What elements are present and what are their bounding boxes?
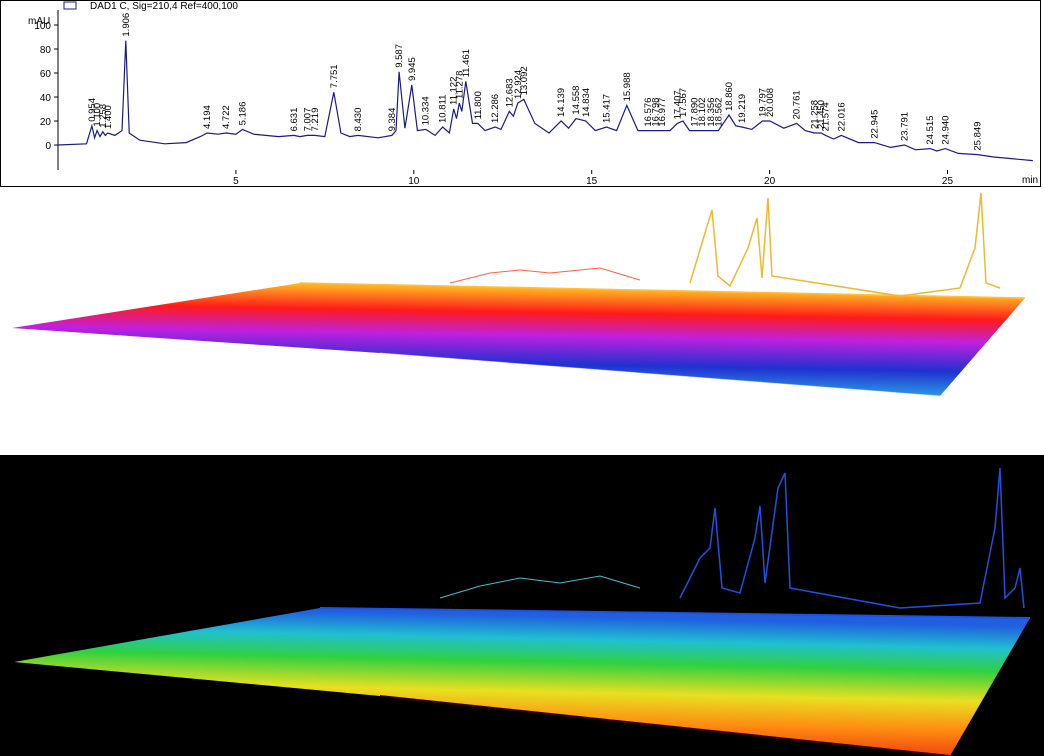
surface [12, 283, 1025, 396]
peak-label: 24.515 [925, 116, 936, 145]
trace [57, 40, 1033, 162]
peak-label: 19.797 [757, 88, 768, 117]
peak-label: 4.194 [202, 105, 213, 129]
peaks [449, 267, 641, 284]
legend-swatch [63, 1, 77, 10]
peak-label: 7.751 [329, 64, 340, 88]
x-axis-label: min [1022, 175, 1038, 186]
peak-label: 21.258 [809, 100, 820, 129]
legend-label: DAD1 C, Sig=210,4 Ref=400,100 [90, 1, 238, 12]
peak-label: 21.574 [821, 102, 832, 131]
peak-label: 17.407 [672, 90, 683, 119]
peak-label: 6.631 [289, 108, 300, 132]
peak-label: 12.683 [504, 78, 515, 107]
peak-label: 1.400 [103, 105, 114, 129]
peak-label: 0.954 [87, 98, 98, 122]
peak-label: 10.811 [438, 95, 449, 123]
peak-label: 14.139 [556, 88, 567, 117]
edge [379, 352, 941, 397]
y-tick-label: 80 [40, 45, 52, 56]
peak-label: 14.834 [581, 88, 592, 117]
chromatogram: DAD1 C, Sig=210,4 Ref=400,100 mAU min 0 2… [0, 0, 1041, 187]
peak-label: 9.945 [407, 57, 418, 81]
y-tick-label: 40 [40, 93, 52, 104]
peak-label: 19.219 [737, 94, 748, 123]
peak-label: 11.461 [461, 49, 472, 77]
peak-label: 15.417 [602, 94, 613, 123]
edge [379, 695, 951, 756]
peak-label: 22.016 [836, 102, 847, 131]
peak-label: 16.798 [651, 98, 662, 127]
x-tick-label: 25 [942, 176, 954, 187]
x-tick-label: 10 [408, 176, 420, 187]
peak-label: 4.722 [221, 105, 232, 129]
peak-label: 10.334 [421, 96, 432, 125]
peaks [439, 575, 641, 599]
peak-label: 23.791 [900, 112, 911, 141]
y-tick-label: 100 [34, 21, 51, 32]
peak-label: 12.924 [513, 70, 524, 99]
peak-label: 16.977 [657, 98, 668, 127]
peak-label: 25.849 [973, 122, 984, 151]
peak-label: 18.356 [706, 98, 717, 127]
y-tick-label: 20 [40, 117, 52, 128]
peak-label: 18.562 [713, 98, 724, 127]
x-tick-label: 5 [233, 176, 239, 187]
peak-label: 18.860 [724, 82, 735, 111]
ridge [319, 607, 1031, 619]
peaks [679, 467, 1025, 609]
y-axis-label: mAU [28, 16, 50, 27]
peak-label: 14.558 [571, 86, 582, 115]
peak-label: 20.008 [765, 88, 776, 117]
peak-label: 7.219 [310, 108, 321, 132]
peak-label: 8.430 [353, 108, 364, 132]
peak-label: 1.258 [98, 104, 109, 128]
peak-label: 17.890 [690, 98, 701, 127]
peak-label: 18.102 [697, 98, 708, 127]
peak-label: 9.384 [387, 108, 398, 132]
peak-label: 11.122 [449, 77, 460, 105]
peak-label: 15.988 [622, 72, 633, 101]
peak-label: 11.800 [473, 91, 484, 119]
peak-label: 1.906 [121, 13, 132, 37]
peak-label: 11.278 [454, 71, 465, 99]
chart-frame [0, 0, 1041, 187]
peak-label: 20.761 [792, 90, 803, 119]
peak-label: 16.576 [643, 98, 654, 127]
y-tick-label: 0 [45, 141, 51, 152]
x-tick-label: 15 [586, 176, 598, 187]
peak-label: 17.567 [678, 88, 689, 117]
peak-label: 13.092 [519, 66, 530, 95]
peak-label: 9.587 [394, 44, 405, 68]
peak-label: 24.940 [940, 116, 951, 145]
y-tick-label: 60 [40, 69, 52, 80]
3d-surface-color [12, 192, 1026, 397]
peak-label: 21.450 [816, 100, 827, 129]
x-tick-label: 20 [764, 176, 776, 187]
3d-plots [0, 192, 1044, 756]
peak-label: 1.100 [92, 103, 103, 127]
peak-label: 5.186 [238, 102, 249, 126]
peak-label: 7.007 [302, 108, 313, 132]
peak-label: 22.945 [869, 110, 880, 139]
surface [14, 608, 1030, 756]
3d-surface-dark [14, 467, 1031, 756]
peaks [689, 192, 1001, 297]
peak-label: 12.286 [490, 94, 501, 123]
